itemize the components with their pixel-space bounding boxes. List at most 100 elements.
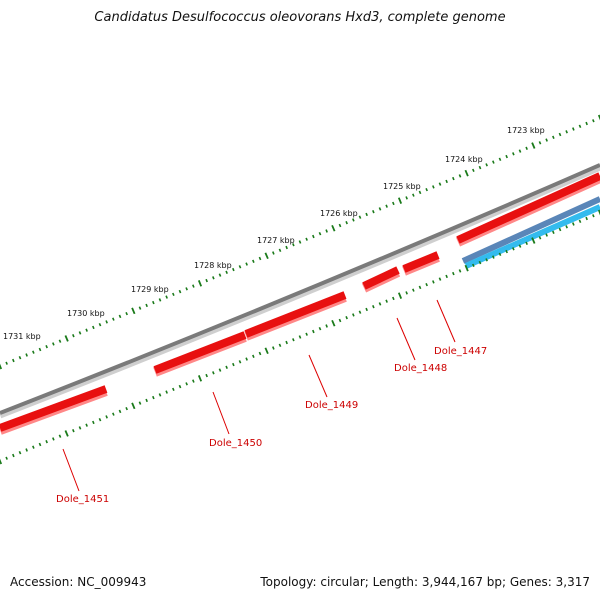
inner-minor-tick (378, 302, 382, 306)
outer-minor-tick (358, 215, 362, 219)
inner-minor-tick (98, 417, 102, 422)
outer-minor-tick (505, 154, 508, 159)
inner-minor-tick (58, 434, 62, 438)
inner-minor-tick (92, 420, 95, 425)
inner-minor-tick (565, 225, 568, 229)
inner-minor-tick (238, 360, 242, 364)
outer-minor-tick (485, 163, 488, 167)
outer-minor-tick (165, 295, 168, 299)
outer-minor-tick (472, 168, 475, 173)
outer-minor-tick (272, 251, 275, 255)
inner-minor-tick (18, 450, 22, 455)
outer-minor-tick (538, 141, 542, 145)
inner-minor-tick (272, 346, 275, 350)
inner-minor-tick (212, 371, 215, 375)
inner-minor-tick (352, 313, 355, 317)
inner-minor-tick (85, 423, 88, 427)
outer-minor-tick (105, 320, 108, 324)
outer-minor-tick (205, 278, 208, 283)
inner-minor-tick (518, 244, 522, 248)
gene-feature-dole-1447 (402, 251, 440, 276)
inner-minor-tick (585, 216, 588, 221)
inner-minor-tick (118, 409, 122, 414)
outer-minor-tick (412, 193, 415, 197)
gene-feature-dole-1448 (361, 266, 401, 293)
kbp-label-1728: 1728 kbp (194, 261, 232, 270)
inner-minor-tick (185, 382, 188, 386)
inner-minor-tick (105, 415, 108, 419)
inner-minor-tick (78, 426, 82, 430)
gene-feature-dole-1449 (244, 291, 347, 341)
outer-minor-tick (92, 325, 95, 330)
inner-minor-tick (205, 373, 208, 378)
kbp-label-1727: 1727 kbp (257, 236, 295, 245)
inner-minor-tick (472, 263, 475, 268)
outer-minor-tick (458, 174, 462, 178)
inner-minor-tick (45, 440, 48, 444)
gene-label-dole-1448: Dole_1448 (394, 363, 447, 374)
outer-minor-tick (478, 165, 482, 170)
genome-backbone-core (0, 163, 600, 415)
outer-tick-ring (0, 114, 600, 370)
outer-minor-tick (518, 149, 522, 153)
inner-minor-tick (432, 280, 435, 284)
outer-minor-tick (498, 157, 502, 162)
inner-minor-tick (498, 252, 502, 257)
outer-minor-tick (545, 138, 548, 142)
outer-minor-tick (318, 231, 322, 236)
outer-major-tick (397, 197, 403, 204)
kbp-label-group: 1723 kbp 1724 kbp 1725 kbp 1726 kbp 1727… (3, 126, 545, 341)
accession-text: Accession: NC_009943 (10, 575, 147, 589)
outer-major-tick (464, 169, 469, 177)
outer-minor-tick (245, 262, 248, 266)
outer-minor-tick (345, 221, 348, 225)
inner-minor-tick (345, 316, 348, 320)
outer-minor-tick (325, 229, 328, 233)
inner-minor-tick (458, 269, 462, 273)
inner-minor-tick (485, 258, 488, 262)
inner-minor-tick (245, 357, 248, 361)
inner-minor-tick (372, 305, 375, 309)
inner-major-tick (264, 347, 269, 355)
inner-minor-tick (392, 296, 395, 301)
outer-minor-tick (392, 201, 395, 206)
inner-minor-tick (405, 291, 408, 295)
inner-minor-tick (512, 247, 515, 251)
inner-minor-tick (38, 442, 42, 447)
inner-minor-tick (32, 445, 35, 449)
gene-label-lines (62, 299, 456, 492)
outer-minor-tick (512, 152, 515, 156)
inner-minor-tick (52, 437, 55, 441)
inner-minor-tick (592, 214, 595, 218)
inner-minor-tick (25, 448, 28, 452)
kbp-label-1725: 1725 kbp (383, 182, 421, 191)
kbp-label-1726: 1726 kbp (320, 209, 358, 218)
outer-minor-tick (578, 124, 582, 129)
inner-minor-tick (558, 227, 562, 232)
inner-minor-tick (425, 282, 428, 287)
inner-major-tick (397, 292, 403, 299)
kbp-label-1724: 1724 kbp (445, 155, 483, 164)
outer-minor-tick (292, 243, 295, 247)
gene-label-dole-1447: Dole_1447 (434, 346, 487, 357)
inner-minor-tick (232, 362, 235, 367)
outer-minor-tick (225, 270, 228, 274)
outer-minor-tick (212, 276, 215, 280)
inner-minor-tick (318, 326, 322, 331)
outer-minor-tick (172, 292, 175, 297)
inner-minor-tick (72, 429, 75, 433)
inner-minor-tick (478, 260, 482, 265)
inner-minor-tick (545, 233, 548, 237)
gene-feature-dole-1451 (0, 385, 108, 435)
outer-major-tick (197, 280, 203, 287)
leader-line-dole-1449 (308, 354, 328, 398)
outer-minor-tick (238, 265, 242, 269)
outer-minor-tick (492, 160, 495, 164)
outer-major-tick (531, 142, 536, 149)
inner-minor-tick (445, 274, 448, 279)
inner-minor-tick (552, 230, 555, 234)
outer-minor-tick (312, 234, 315, 239)
outer-minor-tick (385, 204, 388, 208)
outer-minor-tick (438, 182, 442, 186)
